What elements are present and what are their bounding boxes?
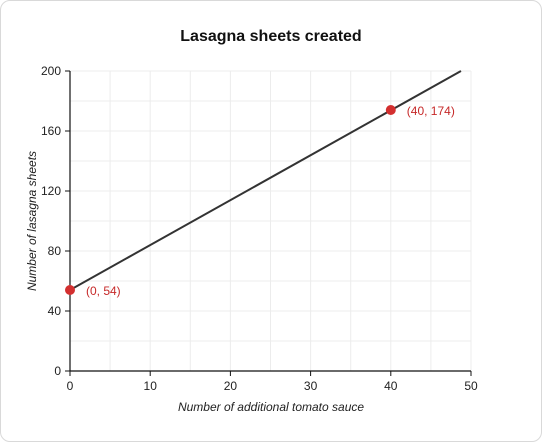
data-point xyxy=(385,105,396,115)
chart-title: Lasagna sheets created xyxy=(180,28,361,45)
x-tick-label: 20 xyxy=(224,379,238,393)
data-point xyxy=(65,285,75,295)
data-point-label: (40, 174) xyxy=(407,104,455,118)
y-tick-label: 0 xyxy=(54,364,61,378)
y-tick-label: 80 xyxy=(48,244,62,258)
data-point-label: (0, 54) xyxy=(86,284,121,298)
axes xyxy=(65,70,472,376)
y-axis-label: Number of lasagna sheets xyxy=(25,151,39,291)
tick-labels: 0 10 20 30 40 50 0 40 80 120 160 200 xyxy=(41,64,478,393)
series-line xyxy=(69,70,462,291)
series: (0, 54) (40, 174) xyxy=(65,70,462,298)
y-tick-label: 200 xyxy=(41,64,61,78)
x-tick-label: 0 xyxy=(67,379,74,393)
y-tick-label: 160 xyxy=(41,124,61,138)
x-tick-label: 50 xyxy=(464,379,478,393)
x-axis-label: Number of additional tomato sauce xyxy=(178,400,364,414)
x-tick-label: 30 xyxy=(304,379,318,393)
x-tick-label: 10 xyxy=(144,379,158,393)
y-tick-label: 40 xyxy=(48,304,62,318)
x-tick-label: 40 xyxy=(384,379,398,393)
y-tick-label: 120 xyxy=(41,184,61,198)
